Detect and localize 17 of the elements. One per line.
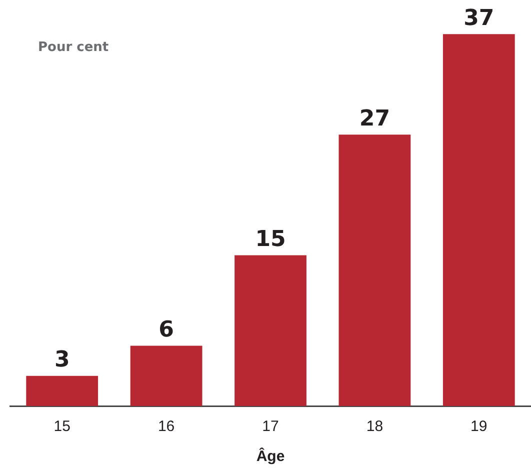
data-label: 15 [255,226,286,252]
x-tick-label: 19 [470,418,488,436]
data-label: 37 [464,6,494,31]
x-tick-label: 16 [158,418,175,436]
x-tick-label: 15 [54,418,70,436]
data-label: 27 [359,106,390,132]
bar [234,255,306,406]
bar [442,34,515,406]
x-axis-title: Âge [256,447,285,466]
data-label: 3 [54,348,70,373]
bar [26,376,98,406]
y-axis-title: Pour cent [38,40,109,55]
data-label: 6 [158,317,174,342]
x-tick-label: 17 [262,418,279,436]
bar [338,134,411,406]
bar [130,346,202,406]
x-tick-label: 18 [366,418,384,436]
